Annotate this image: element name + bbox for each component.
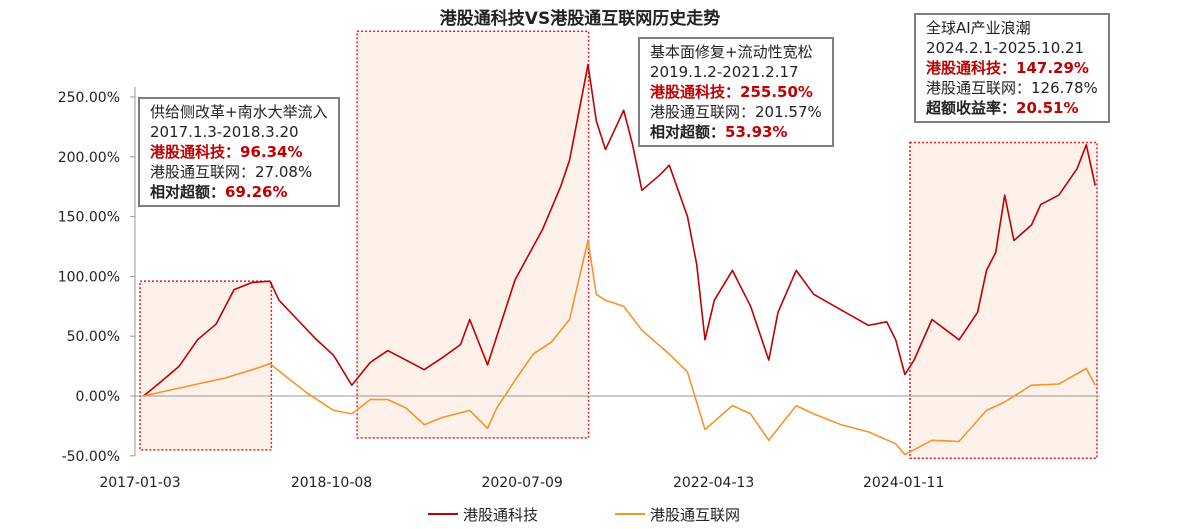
y-tick-label: 200.00% xyxy=(58,150,120,166)
series-line-tech xyxy=(143,63,1096,397)
highlight-period-2 xyxy=(356,30,590,439)
annotation-label: 超额收益率： xyxy=(926,99,1017,117)
annotation-label: 相对超额： xyxy=(650,123,726,141)
annotation-value: 20.51% xyxy=(1016,99,1079,117)
annotation-box-1: 供给侧改革+南水大举流入 2017.1.3-2018.3.20 港股通科技：96… xyxy=(138,97,340,207)
annotation-line: 港股通互联网：27.08% xyxy=(150,163,313,181)
annotation-label: 港股通科技： xyxy=(926,59,1017,77)
chart-title: 港股通科技VS港股通互联网历史走势 xyxy=(440,8,720,29)
annotation-line: 港股通互联网：126.78% xyxy=(926,79,1098,97)
legend-label-internet: 港股通互联网 xyxy=(650,506,740,524)
y-tick-label: 0.00% xyxy=(76,389,120,405)
highlight-period-3 xyxy=(909,141,1098,459)
y-tick-label: 100.00% xyxy=(58,269,120,285)
annotation-dates: 2019.1.2-2021.2.17 xyxy=(650,63,799,81)
y-tick-label: 150.00% xyxy=(58,210,120,226)
legend: 港股通科技 港股通互联网 xyxy=(428,506,740,524)
annotation-title: 全球AI产业浪潮 xyxy=(926,19,1031,37)
highlight-period-1 xyxy=(139,280,273,451)
annotation-line: 港股通互联网：201.57% xyxy=(650,103,822,121)
annotation-box-2: 基本面修复+流动性宽松 2019.1.2-2021.2.17 港股通科技：255… xyxy=(638,37,834,147)
annotation-box-3: 全球AI产业浪潮 2024.2.1-2025.10.21 港股通科技：147.2… xyxy=(914,13,1110,123)
x-tick-label: 2020-07-09 xyxy=(481,475,562,491)
annotation-label: 港股通科技： xyxy=(650,83,741,101)
x-tick-label: 2022-04-13 xyxy=(673,475,754,491)
series-line-internet xyxy=(143,239,1096,456)
legend-label-tech: 港股通科技 xyxy=(463,506,538,524)
annotation-value: 147.29% xyxy=(1016,59,1089,77)
x-tick-label: 2018-10-08 xyxy=(291,475,372,491)
annotation-title: 供给侧改革+南水大举流入 xyxy=(150,103,328,121)
annotation-dates: 2017.1.3-2018.3.20 xyxy=(150,123,299,141)
x-tick-label: 2024-01-11 xyxy=(863,475,944,491)
annotation-value: 69.26% xyxy=(225,183,288,201)
annotation-value: 255.50% xyxy=(740,83,813,101)
annotation-value: 53.93% xyxy=(725,123,788,141)
annotation-dates: 2024.2.1-2025.10.21 xyxy=(926,39,1085,57)
annotation-label: 相对超额： xyxy=(150,183,226,201)
x-tick-label: 2017-01-03 xyxy=(99,475,180,491)
y-tick-label: 250.00% xyxy=(58,90,120,106)
annotation-label: 港股通科技： xyxy=(150,143,241,161)
annotation-title: 基本面修复+流动性宽松 xyxy=(650,43,813,61)
y-tick-label: 50.00% xyxy=(67,329,120,345)
y-tick-label: -50.00% xyxy=(62,449,120,465)
annotation-value: 96.34% xyxy=(240,143,303,161)
